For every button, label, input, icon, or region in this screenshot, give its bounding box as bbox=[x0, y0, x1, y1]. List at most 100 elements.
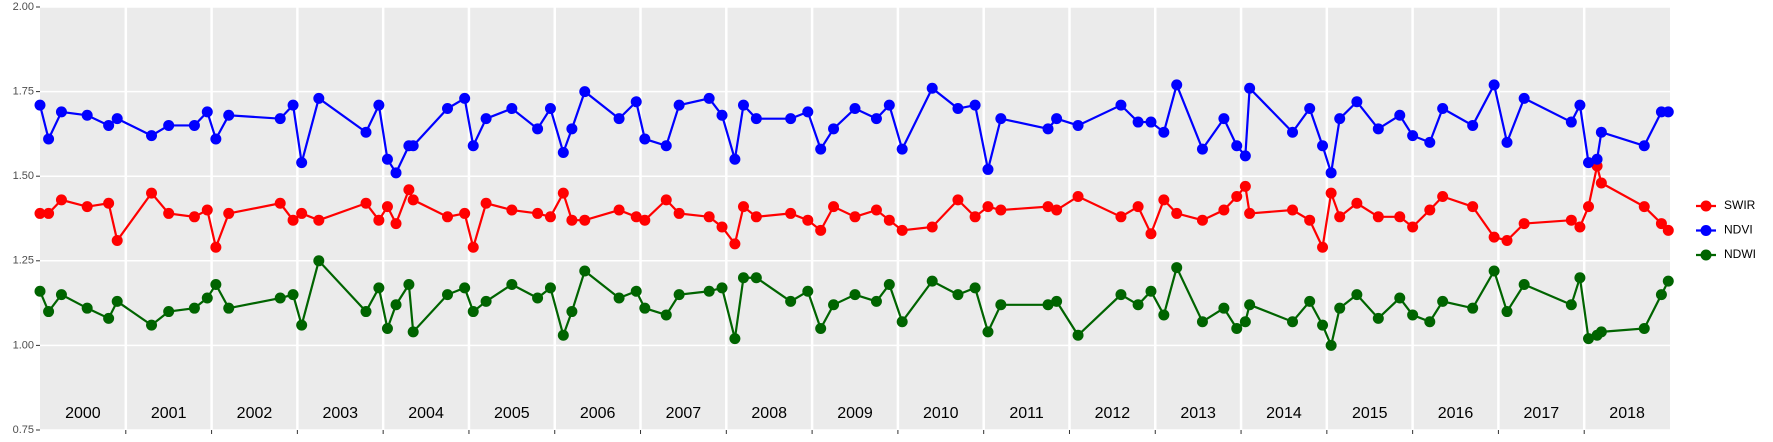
data-point bbox=[1244, 82, 1256, 94]
data-point bbox=[55, 106, 67, 118]
data-point bbox=[1467, 302, 1479, 314]
data-point bbox=[1518, 218, 1530, 230]
data-point bbox=[55, 289, 67, 301]
data-point bbox=[1595, 326, 1607, 338]
data-point bbox=[163, 306, 175, 318]
data-point bbox=[982, 326, 994, 338]
data-point bbox=[381, 153, 393, 165]
data-point bbox=[532, 292, 544, 304]
data-point bbox=[737, 272, 749, 284]
data-point bbox=[1244, 207, 1256, 219]
data-point bbox=[201, 204, 213, 216]
data-point bbox=[802, 214, 814, 226]
data-point bbox=[1501, 234, 1513, 246]
data-point bbox=[660, 194, 672, 206]
year-label: 2003 bbox=[322, 405, 358, 422]
data-point bbox=[1231, 191, 1243, 203]
year-label: 2005 bbox=[494, 405, 530, 422]
data-point bbox=[1072, 191, 1084, 203]
data-point bbox=[442, 211, 453, 223]
legend-swatch bbox=[1700, 249, 1712, 261]
data-point bbox=[639, 214, 651, 226]
data-point bbox=[1662, 275, 1674, 287]
data-point bbox=[1407, 221, 1419, 233]
data-point bbox=[210, 278, 222, 290]
data-point bbox=[703, 211, 715, 223]
data-point bbox=[1501, 306, 1513, 318]
year-label: 2000 bbox=[65, 405, 101, 422]
data-point bbox=[1051, 113, 1063, 125]
data-point bbox=[896, 143, 908, 155]
data-point bbox=[1638, 201, 1650, 213]
year-label: 2014 bbox=[1266, 405, 1302, 422]
year-label: 2012 bbox=[1095, 405, 1131, 422]
data-point bbox=[1407, 309, 1419, 321]
data-point bbox=[630, 96, 642, 108]
data-point bbox=[201, 292, 213, 304]
data-point bbox=[163, 119, 175, 131]
data-point bbox=[1595, 177, 1607, 189]
data-point bbox=[750, 211, 762, 223]
year-label: 2006 bbox=[580, 405, 616, 422]
data-point bbox=[828, 299, 840, 311]
data-point bbox=[223, 302, 235, 314]
data-point bbox=[480, 197, 492, 209]
year-label: 2009 bbox=[837, 405, 873, 422]
data-point bbox=[467, 241, 479, 253]
data-point bbox=[639, 302, 651, 314]
data-point bbox=[1424, 204, 1436, 216]
year-label: 2007 bbox=[666, 405, 702, 422]
data-point bbox=[163, 207, 175, 219]
data-point bbox=[969, 211, 981, 223]
data-point bbox=[274, 197, 286, 209]
data-point bbox=[1351, 197, 1363, 209]
data-point bbox=[1231, 140, 1243, 152]
data-point bbox=[870, 295, 882, 307]
data-point bbox=[952, 289, 964, 301]
data-point bbox=[802, 285, 814, 297]
data-point bbox=[1437, 191, 1449, 203]
legend-swatch bbox=[1700, 225, 1712, 236]
data-point bbox=[1565, 116, 1577, 128]
data-point bbox=[1115, 99, 1127, 111]
data-point bbox=[729, 333, 741, 345]
data-point bbox=[1145, 285, 1157, 297]
data-point bbox=[1662, 224, 1674, 236]
data-point bbox=[1591, 153, 1603, 165]
data-point bbox=[750, 272, 762, 284]
data-point bbox=[1158, 309, 1170, 321]
data-point bbox=[442, 289, 453, 301]
data-point bbox=[613, 204, 625, 216]
data-point bbox=[81, 109, 93, 121]
data-point bbox=[1488, 79, 1500, 91]
data-point bbox=[1196, 143, 1208, 155]
data-point bbox=[390, 218, 402, 230]
data-point bbox=[43, 306, 55, 318]
data-point bbox=[390, 299, 402, 311]
data-point bbox=[210, 241, 222, 253]
data-point bbox=[544, 282, 556, 294]
data-point bbox=[1394, 211, 1406, 223]
data-point bbox=[952, 103, 964, 115]
data-point bbox=[1239, 180, 1251, 192]
data-point bbox=[407, 194, 419, 206]
data-point bbox=[1583, 333, 1594, 345]
data-point bbox=[995, 299, 1007, 311]
data-point bbox=[1218, 113, 1230, 125]
data-point bbox=[1196, 214, 1208, 226]
data-point bbox=[926, 275, 938, 287]
data-point bbox=[403, 184, 415, 196]
data-point bbox=[557, 187, 569, 199]
data-point bbox=[566, 306, 578, 318]
year-label: 2001 bbox=[151, 405, 187, 422]
data-point bbox=[1424, 136, 1436, 148]
data-point bbox=[360, 197, 372, 209]
data-point bbox=[403, 278, 415, 290]
data-point bbox=[407, 140, 419, 152]
data-point bbox=[296, 157, 308, 169]
data-point bbox=[969, 99, 981, 111]
data-point bbox=[1655, 289, 1667, 301]
data-point bbox=[785, 295, 797, 307]
data-point bbox=[1196, 316, 1208, 328]
data-point bbox=[1488, 231, 1500, 243]
